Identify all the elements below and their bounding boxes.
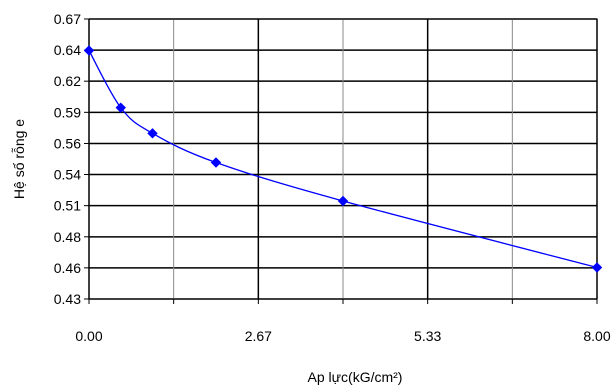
x-tick-label: 8.00 — [583, 328, 610, 344]
y-tick-label: 0.62 — [54, 73, 81, 89]
series-group — [83, 45, 603, 273]
x-tick-label: 5.33 — [414, 328, 441, 344]
x-tick-label: 0.00 — [75, 328, 102, 344]
data-point — [337, 195, 349, 207]
y-tick-label: 0.46 — [54, 260, 81, 276]
data-point — [83, 45, 95, 56]
y-tick-label: 0.59 — [54, 104, 81, 120]
data-point — [591, 262, 603, 273]
y-tick-label: 0.64 — [54, 42, 81, 58]
y-tick-label: 0.67 — [54, 11, 81, 27]
y-axis: 0.67 0.64 0.62 0.59 0.56 0.54 0.51 0.48 0.46 0.43 — [54, 11, 89, 307]
y-tick-label: 0.48 — [54, 229, 81, 245]
y-axis-title: Hệ số rỗng e — [11, 119, 27, 199]
data-point — [210, 157, 222, 168]
x-tick-label: 2.67 — [245, 328, 272, 344]
y-tick-label: 0.54 — [54, 167, 81, 183]
x-axis: 0.00 2.67 5.33 8.00 — [75, 299, 611, 344]
y-tick-label: 0.43 — [54, 291, 81, 307]
data-point — [115, 102, 126, 113]
y-tick-label: 0.51 — [54, 198, 81, 214]
grid — [88, 18, 598, 300]
x-axis-title: Ap lực(kG/cm²) — [308, 369, 403, 385]
y-tick-label: 0.56 — [54, 135, 81, 151]
data-point — [147, 128, 158, 139]
